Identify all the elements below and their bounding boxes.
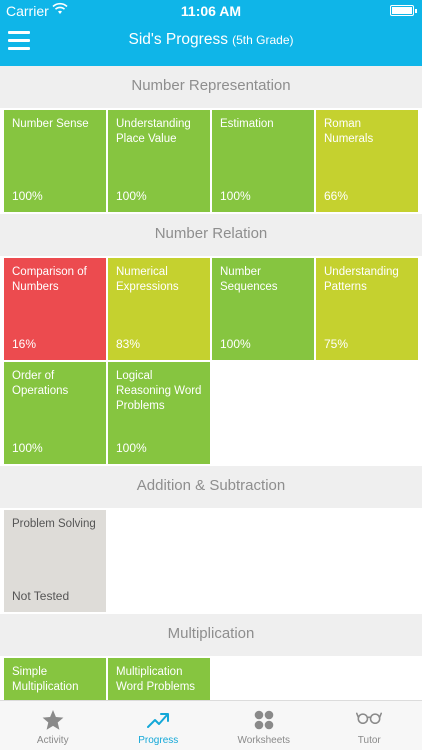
progress-list[interactable]: Number Representation Number Sense 100% Und… (0, 66, 422, 700)
skill-tile[interactable]: Number Sense 100% (4, 110, 106, 212)
skill-score: 16% (12, 337, 37, 351)
section-header: Number Relation (0, 214, 422, 256)
menu-button[interactable] (8, 31, 30, 51)
skill-name: Problem Solving (12, 518, 96, 530)
skill-tile[interactable]: Numerical Expressions 83% (108, 258, 210, 360)
skill-score: Not Tested (12, 589, 70, 603)
skill-grid: Problem Solving Not Tested (0, 508, 422, 612)
tile-row: Order of Operations 100% Logical Reasoning… (4, 362, 418, 464)
trend-up-icon (145, 708, 171, 732)
tile-row: Comparison of Numbers 16% Numerical Expres… (4, 258, 418, 360)
skill-tile[interactable]: Estimation 100% (212, 110, 314, 212)
skill-tile[interactable]: Number Sequences 100% (212, 258, 314, 360)
skill-tile[interactable]: Simple Multiplication (4, 658, 106, 700)
skill-name: Order of Operations (12, 370, 69, 397)
section-header: Number Representation (0, 66, 422, 108)
tab-bar: Activity Progress Worksheets Tutor (0, 700, 422, 750)
skill-name: Number Sense (12, 118, 89, 130)
skill-score: 66% (324, 189, 349, 203)
tab-worksheets[interactable]: Worksheets (211, 701, 317, 750)
skill-tile[interactable]: Understanding Patterns 75% (316, 258, 418, 360)
skill-name: Roman Numerals (324, 118, 374, 145)
page-title: Sid's Progress (5th Grade) (0, 31, 422, 49)
skill-name: Numerical Expressions (116, 266, 179, 293)
page-title-text: Sid's Progress (128, 31, 228, 48)
skill-name: Number Sequences (220, 266, 278, 293)
skill-grid: Number Sense 100% Understanding Place Valu… (0, 108, 422, 212)
skill-score: 100% (12, 441, 43, 455)
tab-label: Worksheets (237, 735, 291, 746)
skill-tile[interactable]: Order of Operations 100% (4, 362, 106, 464)
skill-grid: Comparison of Numbers 16% Numerical Expres… (0, 256, 422, 464)
carrier-label: Carrier (6, 3, 49, 19)
section-header: Multiplication (0, 614, 422, 656)
glasses-icon (356, 708, 383, 732)
tab-activity[interactable]: Activity (0, 701, 106, 750)
skill-score: 100% (12, 189, 43, 203)
skill-score: 100% (116, 189, 147, 203)
skill-tile[interactable]: Logical Reasoning Word Problems 100% (108, 362, 210, 464)
status-bar: Carrier 11:06 AM (0, 0, 422, 22)
grade-label: (5th Grade) (232, 33, 294, 47)
skill-score: 75% (324, 337, 349, 351)
skill-score: 100% (116, 441, 147, 455)
four-dots-icon (251, 708, 277, 732)
skill-name: Comparison of Numbers (12, 266, 87, 293)
skill-name: Multiplication Word Problems (116, 666, 196, 693)
skill-tile[interactable]: Comparison of Numbers 16% (4, 258, 106, 360)
skill-tile[interactable]: Multiplication Word Problems (108, 658, 210, 700)
skill-tile[interactable]: Understanding Place Value 100% (108, 110, 210, 212)
tile-row: Simple Multiplication Multiplication Word… (4, 658, 418, 700)
skill-score: 83% (116, 337, 141, 351)
skill-tile[interactable]: Roman Numerals 66% (316, 110, 418, 212)
star-icon (40, 708, 66, 732)
wifi-icon (52, 2, 68, 14)
tab-tutor[interactable]: Tutor (317, 701, 422, 750)
skill-grid: Simple Multiplication Multiplication Word… (0, 656, 422, 700)
tab-progress[interactable]: Progress (106, 701, 212, 750)
skill-score: 100% (220, 189, 251, 203)
nav-bar: Carrier 11:06 AM Sid's Progress (5th Gra… (0, 0, 422, 66)
tile-row: Problem Solving Not Tested (4, 510, 418, 612)
skill-name: Understanding Patterns (324, 266, 399, 293)
tile-row: Number Sense 100% Understanding Place Valu… (4, 110, 418, 212)
battery-icon (390, 5, 417, 16)
skill-name: Understanding Place Value (116, 118, 191, 145)
tab-label: Activity (36, 735, 69, 746)
tab-label: Tutor (357, 735, 381, 746)
clock: 11:06 AM (180, 3, 242, 19)
skill-tile[interactable]: Problem Solving Not Tested (4, 510, 106, 612)
skill-score: 100% (220, 337, 251, 351)
skill-name: Logical Reasoning Word Problems (116, 370, 202, 412)
section-header: Addition & Subtraction (0, 466, 422, 508)
skill-name: Estimation (220, 118, 274, 130)
skill-name: Simple Multiplication (12, 666, 79, 693)
tab-label: Progress (138, 735, 179, 746)
